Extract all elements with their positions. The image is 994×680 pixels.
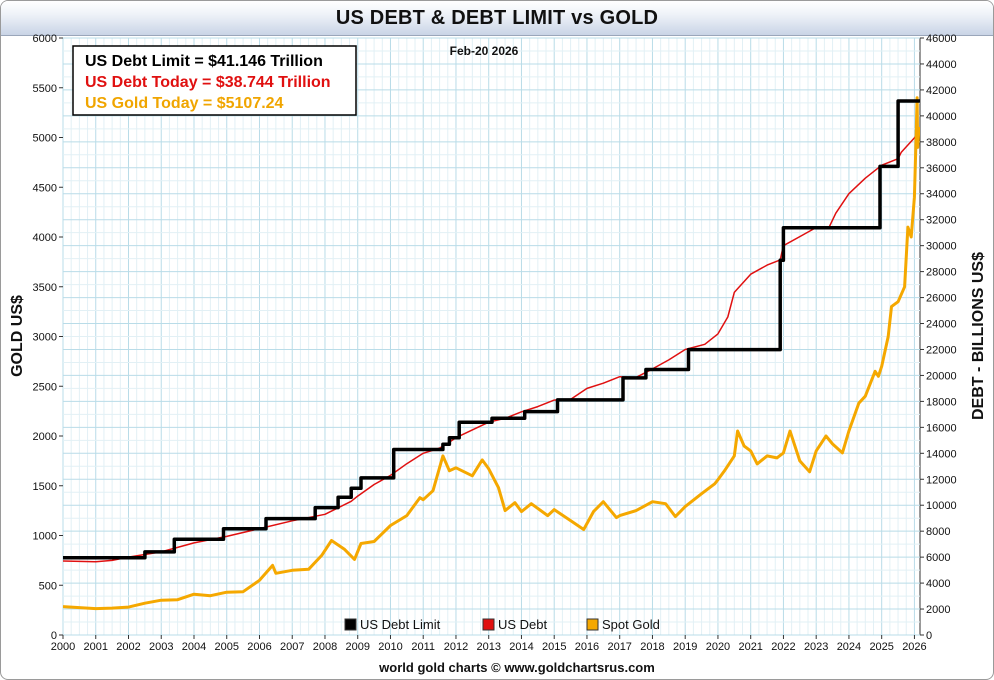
x-tick-label: 2007 [280, 641, 304, 653]
x-tick-label: 2010 [378, 641, 402, 653]
right-tick-label: 34000 [926, 189, 957, 201]
right-tick-label: 30000 [926, 241, 957, 253]
right-axis-ticks: 0 2000 4000 6000 8000 10000 12000 14000 16000 180… [920, 33, 957, 642]
right-tick-label: 18000 [926, 396, 957, 408]
legend-label-gold: Spot Gold [602, 617, 660, 632]
x-tick-label: 2011 [411, 641, 435, 653]
right-tick-label: 32000 [926, 215, 957, 227]
left-tick-label: 0 [51, 630, 57, 642]
info-debt-limit: US Debt Limit = $41.146 Trillion [85, 53, 323, 70]
right-tick-label: 12000 [926, 474, 957, 486]
x-tick-label: 2002 [116, 641, 140, 653]
left-tick-label: 5000 [33, 133, 57, 145]
right-tick-label: 14000 [926, 448, 957, 460]
right-tick-label: 24000 [926, 319, 957, 331]
info-gold-today: US Gold Today = $5107.24 [85, 95, 284, 112]
chart-title: US DEBT & DEBT LIMIT vs GOLD [335, 7, 659, 29]
x-tick-label: 2017 [607, 641, 631, 653]
left-tick-label: 3500 [33, 282, 57, 294]
x-tick-label: 2026 [902, 641, 926, 653]
x-tick-label: 2025 [869, 641, 893, 653]
right-tick-label: 46000 [926, 33, 957, 45]
left-tick-label: 4500 [33, 182, 57, 194]
info-box-frame [72, 45, 357, 116]
left-tick-label: 1000 [33, 531, 57, 543]
right-axis-label: DEBT - BILLIONS US$ [970, 252, 987, 420]
x-tick-label: 2000 [51, 641, 75, 653]
x-tick-label: 2023 [804, 641, 828, 653]
x-tick-label: 2014 [509, 641, 533, 653]
right-tick-label: 8000 [926, 526, 950, 538]
x-tick-label: 2004 [182, 641, 206, 653]
series-line-spot-gold [63, 96, 920, 611]
left-tick-label: 500 [39, 580, 57, 592]
info-box: US Debt Limit = $41.146 Trillion US Debt… [72, 45, 357, 116]
right-tick-label: 20000 [926, 370, 957, 382]
legend: US Debt Limit US Debt Spot Gold [344, 617, 660, 632]
left-tick-label: 2500 [33, 381, 57, 393]
date-label: Feb-20 2026 [450, 44, 519, 58]
legend-swatch-gold [586, 618, 599, 631]
x-tick-label: 2019 [673, 641, 697, 653]
right-tick-label: 40000 [926, 111, 957, 123]
x-axis-ticks: 2000 2001 2002 2003 2004 2005 2006 2007 2008 2009… [51, 635, 927, 653]
info-debt-today: US Debt Today = $38.744 Trillion [85, 74, 331, 91]
x-tick-label: 2016 [575, 641, 599, 653]
footer-credit: world gold charts © www.goldchartsrus.co… [378, 660, 655, 675]
x-tick-label: 2013 [476, 641, 500, 653]
x-tick-label: 2022 [771, 641, 795, 653]
right-tick-label: 4000 [926, 578, 950, 590]
left-tick-label: 6000 [33, 33, 57, 45]
right-tick-label: 0 [926, 630, 932, 642]
x-tick-label: 2009 [345, 641, 369, 653]
left-tick-label: 5500 [33, 83, 57, 95]
series-layer [63, 96, 920, 611]
series-line-us-debt-limit [63, 99, 920, 560]
right-tick-label: 38000 [926, 137, 957, 149]
right-tick-label: 2000 [926, 604, 950, 616]
right-tick-label: 6000 [926, 552, 950, 564]
x-tick-label: 2021 [738, 641, 762, 653]
legend-label-debt: US Debt [498, 617, 548, 632]
gridlines [62, 37, 920, 636]
x-tick-label: 2020 [706, 641, 730, 653]
left-tick-label: 2000 [33, 431, 57, 443]
x-tick-label: 2005 [214, 641, 238, 653]
right-tick-label: 22000 [926, 344, 957, 356]
x-tick-label: 2012 [444, 641, 468, 653]
x-tick-label: 2015 [542, 641, 566, 653]
left-tick-label: 1500 [33, 481, 57, 493]
x-tick-label: 2008 [313, 641, 337, 653]
x-tick-label: 2018 [640, 641, 664, 653]
right-tick-label: 10000 [926, 500, 957, 512]
x-tick-label: 2003 [149, 641, 173, 653]
legend-label-debt-limit: US Debt Limit [360, 617, 441, 632]
legend-swatch-debt-limit [344, 618, 357, 631]
left-tick-label: 4000 [33, 232, 57, 244]
left-axis-label: GOLD US$ [9, 295, 26, 377]
right-tick-label: 42000 [926, 85, 957, 97]
right-tick-label: 44000 [926, 59, 957, 71]
left-tick-label: 3000 [33, 332, 57, 344]
x-tick-label: 2001 [84, 641, 108, 653]
left-axis-ticks: 0 500 1000 1500 2000 2500 3000 3500 4000 4500 5000… [33, 33, 63, 642]
x-tick-label: 2006 [247, 641, 271, 653]
chart-title-bar: US DEBT & DEBT LIMIT vs GOLD [1, 1, 993, 36]
right-tick-label: 36000 [926, 163, 957, 175]
right-tick-label: 16000 [926, 422, 957, 434]
legend-swatch-debt [482, 618, 495, 631]
right-tick-label: 26000 [926, 293, 957, 305]
x-tick-label: 2024 [837, 641, 861, 653]
right-tick-label: 28000 [926, 267, 957, 279]
